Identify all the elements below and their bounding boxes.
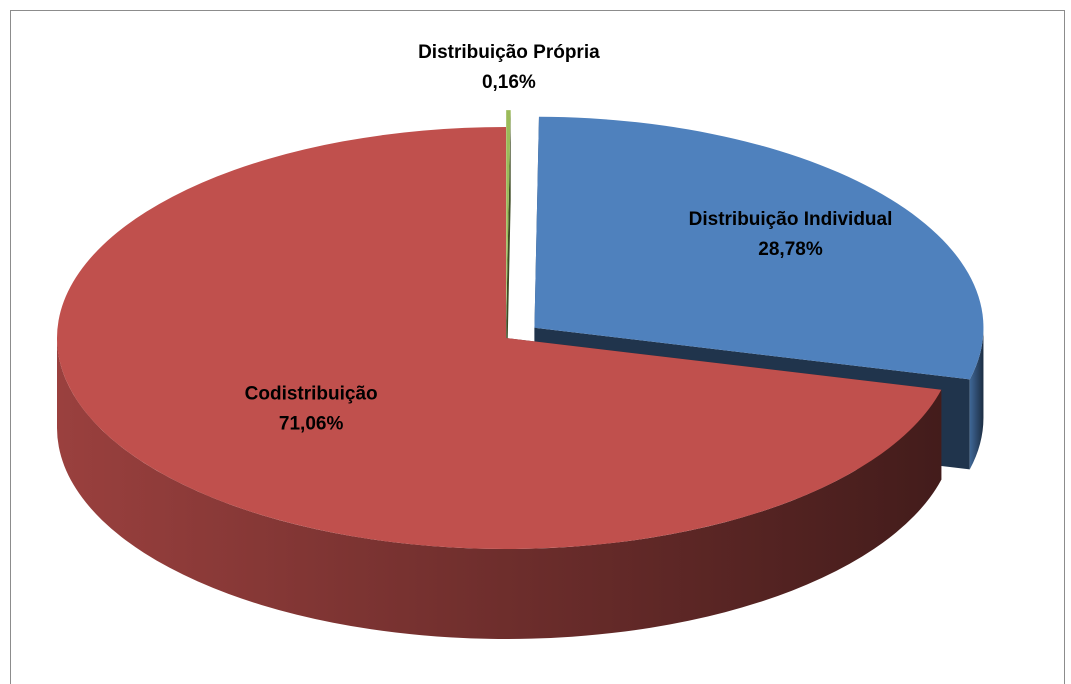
slice-label: Codistribuição: [245, 383, 378, 404]
slice-outer-wall: [57, 338, 942, 640]
pie-slice: [506, 110, 511, 322]
slice-value-label: 0,16%: [482, 72, 536, 93]
slice-value-label: 71,06%: [279, 413, 344, 434]
pie-slice: [534, 116, 984, 380]
slice-label: Distribuição Individual: [689, 209, 893, 230]
slice-label: Distribuição Própria: [418, 42, 600, 63]
pie-slice: [57, 127, 942, 549]
slice-value-label: 28,78%: [758, 239, 823, 260]
slice-outer-wall: [969, 327, 984, 470]
slice-edge-wall: [506, 110, 511, 412]
